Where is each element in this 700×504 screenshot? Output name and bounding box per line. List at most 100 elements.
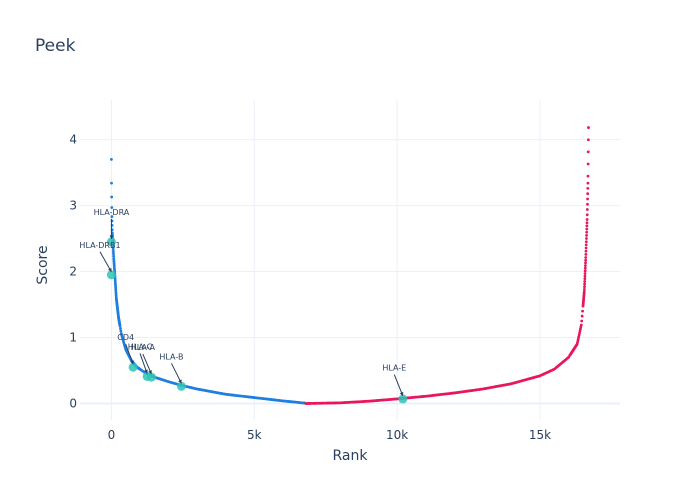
data-point [112, 252, 115, 256]
data-point [112, 254, 115, 258]
ticks-layer: 0 5k 10k 15k 0 1 2 3 4 [69, 133, 551, 442]
y-tick-label: 3 [69, 199, 77, 213]
highlight-marker [176, 381, 186, 391]
annotation-label: CD4 [117, 333, 134, 342]
x-tick-label: 0 [108, 428, 116, 442]
chart-title: Peek [35, 36, 76, 56]
data-point [586, 174, 590, 178]
data-point [586, 202, 589, 206]
annotation-arrowhead [399, 391, 404, 396]
data-point [110, 215, 114, 218]
data-point [111, 245, 115, 249]
annotation-label: HLA-A [131, 343, 156, 352]
annotation-arrowhead [178, 379, 182, 384]
data-point [585, 208, 589, 211]
annotation-label: HLA-DRB1 [79, 241, 120, 250]
data-point [579, 323, 583, 327]
data-point [584, 243, 588, 247]
data-point [585, 237, 588, 240]
annotation-arrowhead [109, 235, 114, 239]
data-point [584, 258, 588, 262]
data-point [586, 150, 590, 154]
highlight-marker [398, 394, 408, 404]
data-point [580, 314, 584, 318]
data-point [585, 230, 589, 234]
annotation-arrow [139, 353, 148, 374]
annotation-label: HLA-E [382, 364, 406, 373]
series-layer [110, 126, 590, 405]
data-point [584, 256, 588, 259]
data-point [585, 218, 589, 221]
annotation-arrow [142, 353, 152, 375]
x-tick-label: 15k [529, 428, 551, 442]
data-point [585, 233, 588, 237]
data-point [119, 327, 122, 330]
data-point [587, 126, 590, 129]
data-point [584, 264, 587, 268]
data-point [586, 138, 590, 142]
data-point [111, 248, 115, 251]
data-point [586, 197, 589, 201]
data-point [584, 240, 588, 244]
data-point [583, 277, 587, 281]
data-point [582, 290, 586, 294]
data-point [585, 224, 589, 228]
annotation-label: HLA-DRA [94, 208, 130, 217]
annotation-arrow [393, 374, 404, 397]
highlight-marker [128, 362, 138, 372]
data-point [582, 287, 586, 291]
annotation-label: HLA-B [159, 352, 183, 361]
data-point [583, 282, 586, 286]
annotation-label: HLA-C [128, 342, 153, 351]
annotation-arrowhead [130, 360, 134, 365]
data-point [118, 324, 122, 328]
y-tick-label: 2 [69, 265, 77, 279]
data-point [110, 206, 114, 209]
highlight-marker [146, 372, 156, 382]
annotation-arrow [125, 343, 134, 365]
highlight-marker [106, 237, 116, 247]
data-point [110, 157, 113, 161]
data-point [583, 266, 587, 270]
highlight-marker [106, 270, 116, 280]
data-point [581, 309, 584, 313]
grid [80, 100, 620, 420]
annotation-arrowhead [148, 370, 152, 375]
y-tick-label: 4 [69, 133, 77, 147]
data-point [586, 187, 590, 190]
data-point [580, 319, 584, 323]
data-point [583, 274, 587, 278]
data-point [119, 329, 123, 333]
scatter-series [304, 126, 590, 405]
data-point [584, 261, 587, 265]
data-point [584, 252, 588, 256]
x-tick-label: 5k [247, 428, 262, 442]
scatter-series [110, 157, 307, 405]
y-tick-label: 1 [69, 331, 77, 345]
data-point [584, 249, 588, 253]
annotation-arrow [99, 251, 112, 273]
y-tick-label: 0 [69, 397, 77, 411]
data-point [110, 181, 113, 185]
data-point [586, 181, 590, 185]
data-point [586, 192, 590, 196]
data-point [585, 213, 589, 217]
data-point [111, 250, 115, 254]
data-point [584, 246, 588, 250]
data-point [583, 272, 587, 275]
data-point [585, 227, 589, 231]
data-point [583, 280, 587, 283]
data-point [585, 221, 589, 225]
annotation-arrow [170, 363, 182, 384]
annotation-arrowhead [144, 369, 148, 374]
annotation-arrowhead [108, 267, 112, 272]
x-axis-title: Rank [333, 448, 369, 464]
x-tick-label: 10k [386, 428, 408, 442]
data-point [586, 162, 590, 166]
y-axis-title: Score [35, 245, 51, 284]
data-point [110, 195, 114, 199]
data-point [583, 285, 586, 289]
